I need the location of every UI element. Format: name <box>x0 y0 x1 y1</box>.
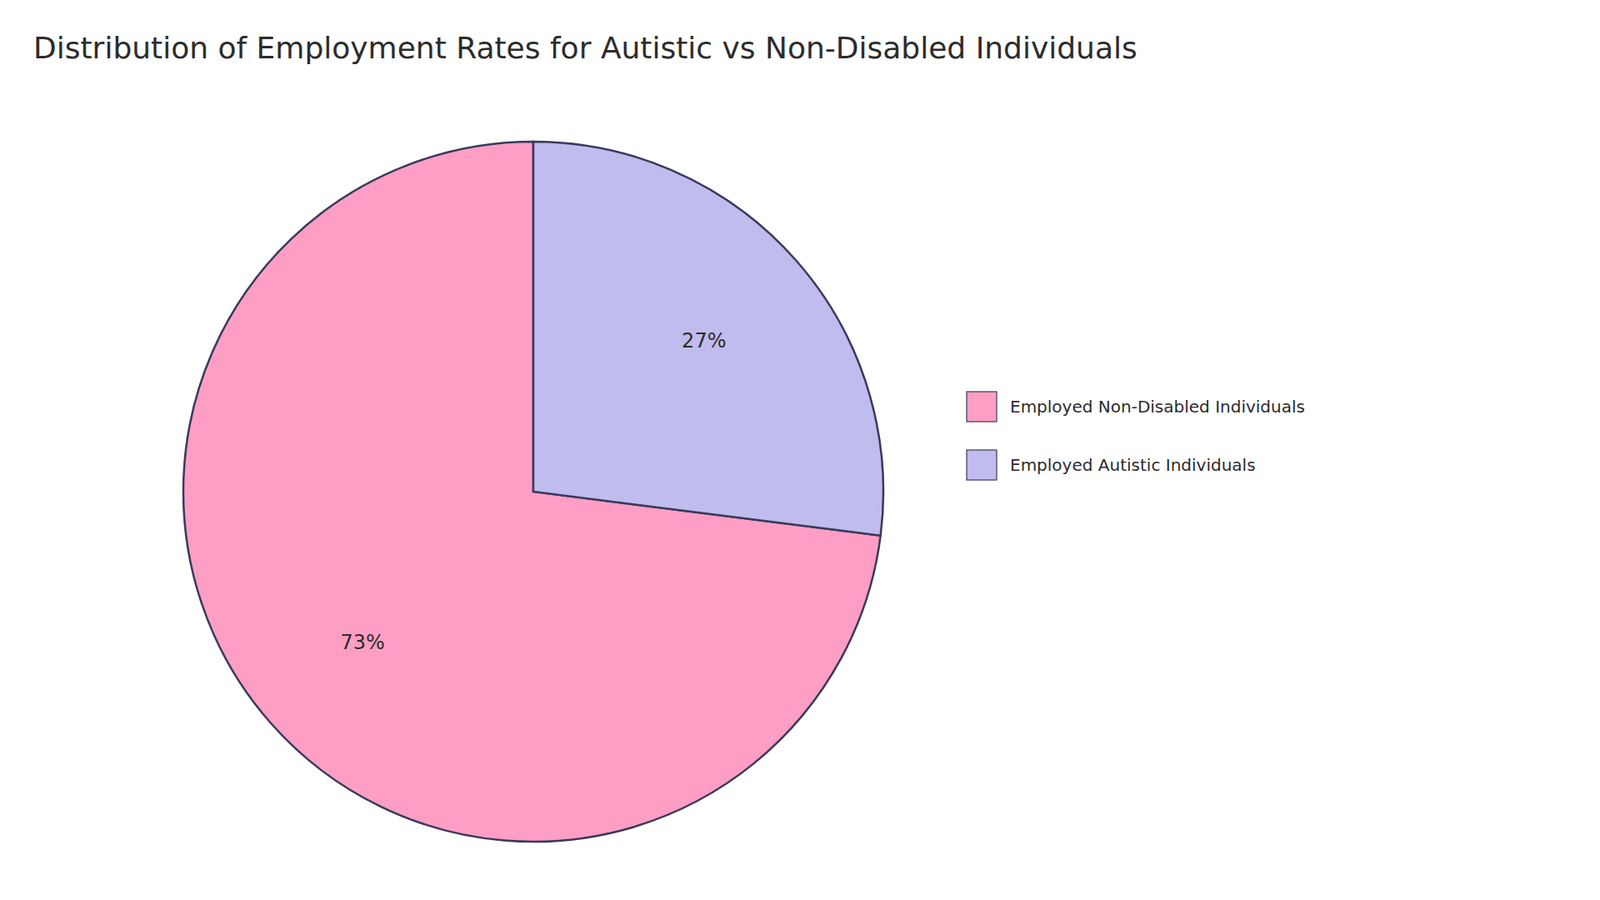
pie-slice <box>533 141 884 536</box>
legend-swatch <box>966 391 997 422</box>
legend-label: Employed Non-Disabled Individuals <box>1010 396 1305 417</box>
title: Distribution of Employment Rates for Aut… <box>33 30 1138 65</box>
legend-item: Employed Autistic Individuals <box>966 450 1256 480</box>
data-labels: 73% 27% <box>340 329 727 654</box>
chart: Distribution of Employment Rates for Aut… <box>0 0 1600 900</box>
legend-item: Employed Non-Disabled Individuals <box>966 391 1305 422</box>
legend-label: Employed Autistic Individuals <box>1010 455 1256 475</box>
legend-swatch <box>966 450 997 480</box>
data-label: 73% <box>340 630 385 655</box>
legend: Employed Non-Disabled Individuals Employe… <box>966 391 1305 480</box>
data-label: 27% <box>681 329 726 353</box>
pie <box>183 141 884 842</box>
